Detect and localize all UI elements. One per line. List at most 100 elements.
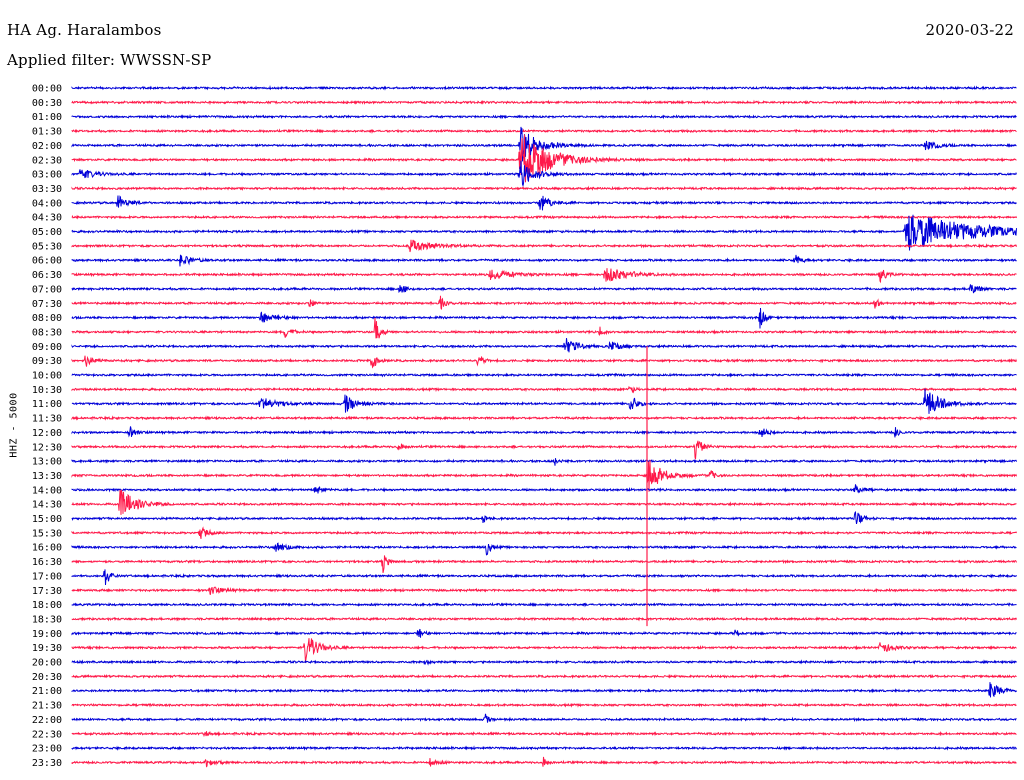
trace-line <box>71 254 1017 267</box>
time-label: 03:30 <box>32 184 62 195</box>
trace-line <box>71 745 1017 751</box>
time-label: 09:30 <box>32 356 62 367</box>
trace-line <box>71 355 1017 369</box>
time-label: 06:00 <box>32 256 62 267</box>
time-label: 17:30 <box>32 586 62 597</box>
trace-line <box>71 214 1017 220</box>
trace-line <box>71 372 1017 378</box>
trace-line <box>71 284 1017 294</box>
time-label: 10:00 <box>32 371 62 382</box>
trace-line <box>71 128 1017 135</box>
trace-line <box>71 526 1017 539</box>
time-label: 04:30 <box>32 213 62 224</box>
trace-line <box>71 214 1017 251</box>
time-label: 15:00 <box>32 514 62 525</box>
trace-line <box>71 730 1017 738</box>
trace-line <box>71 638 1017 663</box>
time-label: 03:00 <box>32 170 62 181</box>
trace-line <box>71 628 1017 638</box>
trace-line <box>71 542 1017 556</box>
trace-line <box>71 160 1017 188</box>
trace-line <box>71 616 1017 622</box>
time-label: 07:00 <box>32 284 62 295</box>
trace-line <box>71 295 1017 310</box>
time-label-group: 00:00 00:30 01:00 01:30 02:00 02:30 03:00 03:30… <box>32 84 62 769</box>
time-label: 17:00 <box>32 571 62 582</box>
time-label: 21:00 <box>32 686 62 697</box>
trace-line <box>71 586 1017 596</box>
trace-line <box>71 134 1017 183</box>
trace-line <box>71 113 1017 120</box>
time-label: 12:30 <box>32 442 62 453</box>
trace-line <box>71 195 1017 211</box>
trace-line <box>71 702 1017 708</box>
time-label: 05:30 <box>32 241 62 252</box>
trace-line <box>71 338 1017 353</box>
trace-line <box>71 426 1017 438</box>
trace-line <box>71 126 1017 162</box>
time-label: 13:00 <box>32 457 62 468</box>
time-label: 08:30 <box>32 327 62 338</box>
trace-line <box>71 555 1017 574</box>
time-label: 15:30 <box>32 528 62 539</box>
trace-line <box>71 459 1017 492</box>
time-label: 16:00 <box>32 543 62 554</box>
trace-line <box>71 317 1017 339</box>
trace-line <box>71 388 1017 414</box>
time-label: 07:30 <box>32 299 62 310</box>
time-label: 04:00 <box>32 198 62 209</box>
time-label: 19:00 <box>32 629 62 640</box>
time-label: 22:00 <box>32 715 62 726</box>
trace-line <box>71 85 1017 91</box>
time-label: 12:00 <box>32 428 62 439</box>
trace-line <box>71 569 1017 586</box>
time-label: 01:00 <box>32 112 62 123</box>
time-label: 18:00 <box>32 600 62 611</box>
trace-line <box>71 659 1017 666</box>
time-label: 23:00 <box>32 744 62 755</box>
trace-line <box>71 99 1017 106</box>
station-title: HA Ag. Haralambos <box>7 21 162 39</box>
trace-line <box>71 440 1017 460</box>
time-label: 14:30 <box>32 500 62 511</box>
time-label: 00:30 <box>32 98 62 109</box>
trace-line <box>71 510 1017 525</box>
time-label: 19:30 <box>32 643 62 654</box>
trace-line <box>71 268 1017 284</box>
time-label: 11:00 <box>32 399 62 410</box>
trace-group <box>71 85 1017 768</box>
time-label: 20:30 <box>32 672 62 683</box>
time-label: 20:00 <box>32 658 62 669</box>
time-label: 08:00 <box>32 313 62 324</box>
time-label: 14:00 <box>32 485 62 496</box>
time-label: 05:00 <box>32 227 62 238</box>
time-label: 11:30 <box>32 414 62 425</box>
trace-line <box>71 385 1017 394</box>
time-label: 23:30 <box>32 758 62 769</box>
trace-line <box>71 185 1017 192</box>
trace-line <box>71 489 1017 515</box>
trace-line <box>71 415 1017 421</box>
time-label: 06:30 <box>32 270 62 281</box>
time-label: 16:30 <box>32 557 62 568</box>
time-label: 18:30 <box>32 614 62 625</box>
trace-line <box>71 484 1017 494</box>
trace-line <box>71 307 1017 329</box>
time-label: 00:00 <box>32 84 62 95</box>
time-label: 13:30 <box>32 471 62 482</box>
trace-line <box>71 601 1017 608</box>
trace-line <box>71 682 1017 698</box>
time-label: 09:00 <box>32 342 62 353</box>
time-label: 22:30 <box>32 729 62 740</box>
trace-line <box>71 239 1017 253</box>
trace-line <box>71 713 1017 723</box>
trace-line <box>71 673 1017 680</box>
time-label: 01:30 <box>32 127 62 138</box>
time-label: 02:00 <box>32 141 62 152</box>
time-label: 21:30 <box>32 701 62 712</box>
trace-line <box>71 756 1017 768</box>
trace-line <box>71 458 1017 466</box>
filter-label: Applied filter: WWSSN-SP <box>7 51 212 69</box>
record-date: 2020-03-22 <box>925 21 1014 39</box>
